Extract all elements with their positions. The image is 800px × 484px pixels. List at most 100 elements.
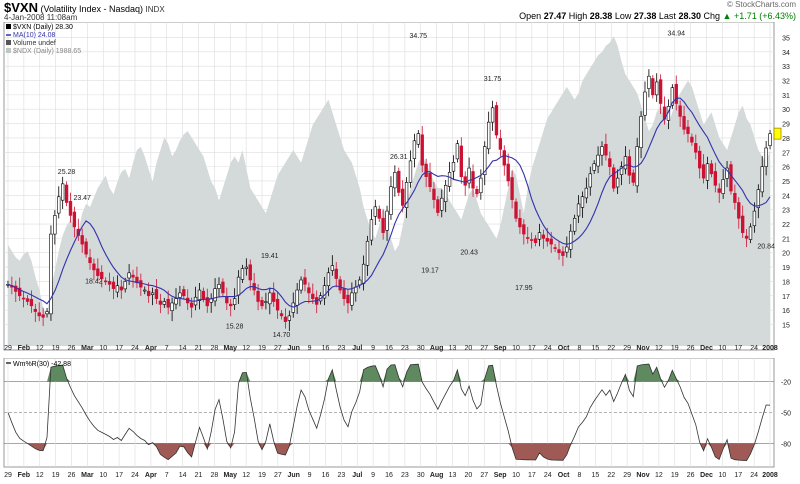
candle-body — [123, 281, 127, 290]
indicator-x-tick-label: Sep — [494, 472, 507, 479]
candlestick — [346, 289, 350, 314]
candle-body — [49, 233, 53, 315]
candlestick — [572, 214, 577, 235]
indicator-tick-label: -20 — [781, 380, 791, 387]
candle-body — [584, 187, 589, 199]
candlestick — [291, 292, 295, 318]
legend-volume: Volume undef — [13, 40, 56, 47]
candle-body — [174, 298, 178, 305]
candle-body — [658, 79, 663, 104]
candlestick — [502, 145, 506, 176]
x-tick-label: 24 — [750, 345, 758, 352]
x-tick-label: 27 — [274, 345, 282, 352]
candlestick — [404, 177, 409, 219]
candle-body — [526, 237, 530, 239]
price-annotation: 15.28 — [226, 323, 244, 330]
candle-body — [639, 116, 643, 148]
indicator-x-tick-label: 10 — [99, 472, 107, 479]
candle-body — [201, 290, 206, 299]
candlestick — [365, 235, 370, 276]
candle-body — [436, 199, 440, 213]
exchange: INDX — [145, 5, 165, 14]
candlestick — [459, 137, 463, 184]
oversold-fill — [8, 443, 770, 461]
open-value: 27.47 — [543, 11, 567, 21]
candlestick — [240, 264, 245, 284]
legend-wr: Wm%R(30) -42.88 — [13, 361, 71, 368]
candle-body — [510, 177, 514, 200]
high-value: 28.38 — [589, 11, 613, 21]
candlestick — [244, 258, 249, 276]
candlestick — [752, 202, 757, 233]
indicator-x-tick-label: 9 — [371, 472, 375, 479]
indicator-x-tick-label: 24 — [750, 472, 758, 479]
candle-body — [311, 293, 315, 299]
indicator-x-tick-label: 27 — [274, 472, 282, 479]
candle-body — [729, 164, 733, 192]
indicator-x-tick-label: 17 — [115, 472, 123, 479]
candle-body — [283, 316, 288, 322]
candlestick — [182, 285, 186, 300]
candle-body — [588, 173, 592, 188]
x-tick-label: Oct — [558, 345, 570, 352]
candlestick — [100, 265, 104, 288]
candle-body — [529, 239, 534, 241]
candlestick — [557, 240, 561, 260]
x-tick-label: 22 — [607, 345, 615, 352]
candle-body — [166, 298, 170, 308]
legend-ndx: $NDX (Daily) 1988.65 — [13, 48, 81, 55]
price-annotation: 23.47 — [73, 195, 91, 202]
price-annotation: 34.94 — [667, 30, 685, 37]
candle-body — [690, 136, 694, 143]
date-label: 4-Jan-2008 11:08am — [4, 13, 78, 22]
candlestick — [428, 162, 432, 193]
price-tick-label: 20 — [782, 251, 790, 258]
legend-volume-swatch — [6, 40, 11, 45]
candle-body — [143, 289, 147, 292]
indicator-legend: Wm%R(30) -42.88 — [6, 361, 71, 368]
candle-body — [295, 289, 299, 306]
x-tick-label: 17 — [115, 345, 123, 352]
candlestick — [619, 161, 624, 186]
candle-body — [119, 286, 123, 291]
candle-body — [705, 163, 710, 181]
candle-body — [475, 189, 479, 195]
candlestick — [127, 264, 131, 286]
candle-body — [444, 184, 448, 202]
candle-body — [592, 163, 596, 171]
candle-body — [291, 302, 295, 313]
low-value: 27.38 — [633, 11, 657, 21]
candlestick — [604, 133, 608, 161]
candle-body — [506, 163, 510, 182]
indicator-x-tick-label: 7 — [165, 472, 169, 479]
candlestick — [639, 111, 643, 159]
candlestick — [338, 276, 342, 294]
price-tick-label: 21 — [782, 236, 790, 243]
candle-body — [389, 186, 393, 215]
candlestick — [232, 288, 237, 310]
candlestick — [498, 129, 503, 157]
candle-body — [655, 81, 659, 96]
candlestick — [729, 161, 733, 195]
price-annotation: 20.84 — [757, 244, 775, 251]
candle-body — [338, 279, 342, 291]
x-tick-label: 28 — [210, 345, 218, 352]
indicator-x-tick-label: 24 — [131, 472, 139, 479]
candlestick — [53, 210, 57, 245]
candlestick — [588, 166, 592, 196]
candle-body — [377, 208, 381, 219]
candle-body — [651, 78, 655, 96]
candle-body — [608, 158, 612, 167]
candlestick — [174, 288, 178, 310]
price-annotation: 17.95 — [515, 285, 533, 292]
candle-body — [146, 290, 151, 297]
candlestick — [68, 192, 73, 223]
x-tick-label: Apr — [145, 345, 157, 352]
indicator-x-tick-label: May — [223, 472, 237, 479]
candle-body — [518, 217, 522, 228]
candle-body — [604, 143, 608, 156]
candlestick — [647, 69, 651, 98]
candlestick — [205, 288, 209, 313]
candle-body — [350, 292, 354, 306]
candle-body — [541, 234, 546, 239]
